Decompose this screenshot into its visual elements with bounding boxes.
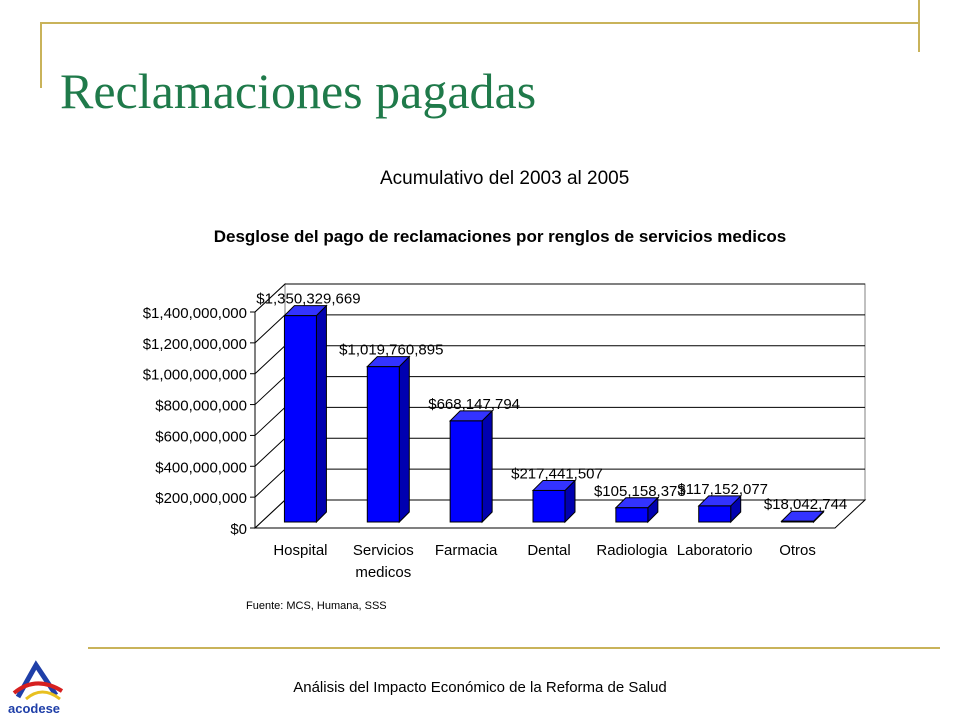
side-wall [254, 282, 286, 530]
x-tick-label: Laboratorio [677, 542, 753, 559]
bar-side [315, 304, 327, 524]
axes [254, 312, 835, 529]
frame-left-line [40, 22, 42, 88]
bar-side [481, 409, 493, 524]
chart-title: Desglose del pago de reclamaciones por r… [214, 227, 787, 246]
bar-side [398, 355, 410, 524]
bar [448, 409, 494, 524]
data-label: $1,350,329,669 [256, 291, 360, 308]
x-tick-label: Otros [779, 542, 816, 559]
bar [697, 494, 742, 524]
footer-text: Análisis del Impacto Económico de la Ref… [293, 679, 667, 696]
y-tick-label: $800,000,000 [155, 398, 247, 415]
frame-right-line [918, 0, 920, 52]
bar-front [781, 520, 815, 523]
data-label: $217,441,507 [511, 465, 603, 482]
data-label: $1,019,760,895 [339, 342, 443, 359]
bar [780, 510, 825, 524]
bars [283, 304, 825, 524]
bar-front [283, 315, 317, 523]
y-tick-labels: $0 $200,000,000 $400,000,000 $600,000,000 $8… [143, 305, 255, 538]
data-label: $668,147,794 [428, 396, 520, 413]
slide-title: Reclamaciones pagadas [60, 63, 537, 119]
bar-front [366, 366, 400, 523]
data-label: $18,042,744 [764, 496, 847, 513]
frame-bottom-line [88, 647, 940, 649]
y-tick-label: $0 [230, 521, 247, 538]
bar-chart: Desglose del pago de reclamaciones por r… [143, 227, 867, 581]
x-tick-label: Hospital [273, 542, 327, 559]
y-tick-label: $400,000,000 [155, 459, 247, 476]
bar [366, 355, 411, 524]
y-tick-label: $200,000,000 [155, 490, 247, 507]
gridline [254, 283, 865, 313]
bar-front [532, 489, 566, 523]
bar [614, 496, 660, 524]
x-tick-label: Radiologia [596, 542, 668, 559]
logo-text: acodese [8, 701, 60, 716]
y-tick-label: $1,000,000,000 [143, 367, 247, 384]
bar-front [698, 505, 732, 523]
y-tick-label: $600,000,000 [155, 428, 247, 445]
source-note: Fuente: MCS, Humana, SSS [246, 600, 387, 612]
bar-front [615, 507, 649, 523]
data-labels: $1,350,329,669 $1,019,760,895 $668,147,794… [256, 291, 847, 514]
data-label: $117,152,077 [677, 481, 768, 498]
data-label: $105,158,373 [594, 483, 686, 500]
bar-front [449, 420, 483, 523]
x-tick-label: Dental [527, 542, 570, 559]
acodese-logo: acodese [6, 655, 76, 722]
frame-top-line [40, 22, 920, 24]
bar [283, 304, 328, 524]
y-tick-label: $1,400,000,000 [143, 305, 247, 322]
x-tick-labels: Hospital Servicios medicos Farmacia Dental Ra… [273, 542, 816, 581]
y-tick-label: $1,200,000,000 [143, 336, 247, 353]
x-tick-label: Farmacia [435, 542, 498, 559]
slide-subtitle: Acumulativo del 2003 al 2005 [380, 168, 630, 189]
bar [531, 479, 577, 524]
x-tick-label: Servicios medicos [353, 542, 414, 581]
